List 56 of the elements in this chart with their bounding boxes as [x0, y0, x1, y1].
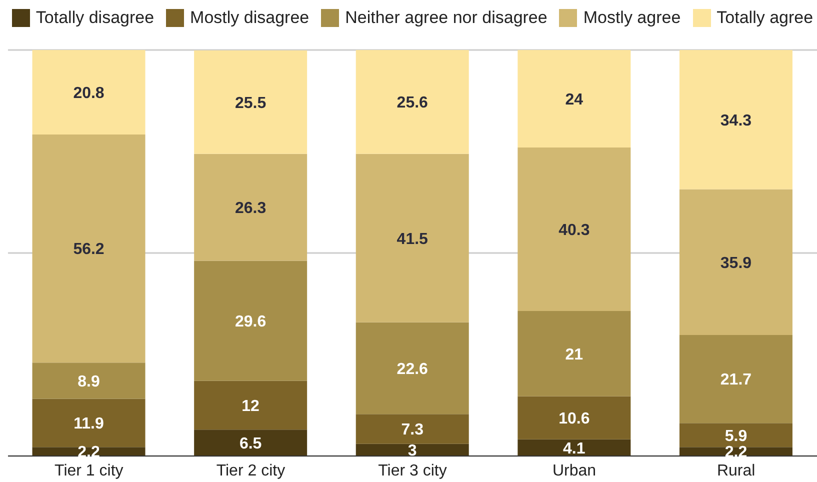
data-label: 25.6 — [396, 94, 428, 112]
data-label: 5.9 — [724, 428, 748, 445]
data-label: 12 — [242, 398, 260, 415]
bar — [356, 414, 469, 444]
bar — [679, 50, 792, 190]
bar — [194, 380, 308, 430]
bar — [356, 154, 469, 322]
data-label: 56.2 — [73, 241, 104, 258]
x-tick-label: Tier 3 city — [378, 462, 447, 480]
legend-label: Mostly agree — [582, 8, 681, 28]
x-tick-label: Urban — [552, 462, 596, 480]
x-tick-label: Tier 2 city — [216, 462, 286, 480]
legend-label: Mostly disagree — [189, 8, 310, 28]
legend-label: Totally disagree — [34, 8, 154, 28]
bar — [356, 444, 469, 456]
data-label: 35.9 — [720, 254, 752, 272]
data-label: 7.3 — [401, 422, 424, 439]
data-label: 4.1 — [563, 440, 586, 458]
bar — [194, 430, 308, 456]
data-label: 26.3 — [235, 200, 266, 218]
data-label: 41.5 — [396, 230, 428, 248]
x-tick-label: Rural — [716, 462, 756, 480]
data-label: 21.7 — [720, 372, 752, 389]
data-label: 40.3 — [558, 222, 590, 239]
x-tick-label: Tier 1 city — [54, 462, 124, 480]
legend-label: Totally agree — [716, 8, 814, 28]
data-label: 11.9 — [74, 416, 104, 433]
data-label: 3 — [408, 442, 417, 460]
data-label: 20.8 — [73, 84, 104, 102]
bar — [679, 189, 792, 336]
bar — [518, 311, 631, 396]
data-label: 25.5 — [235, 94, 266, 112]
legend-label: Neither agree nor disagree — [344, 8, 548, 28]
bar — [356, 50, 469, 154]
data-label: 8.9 — [78, 373, 100, 390]
bar — [518, 439, 631, 456]
bar — [679, 335, 792, 424]
bar — [32, 134, 146, 363]
data-label: 34.3 — [720, 112, 752, 130]
data-label: 24 — [565, 91, 584, 108]
data-label: 10.6 — [558, 410, 590, 428]
data-label: 22.6 — [396, 360, 428, 378]
bar — [32, 398, 146, 448]
bar — [194, 260, 308, 381]
bar — [32, 50, 146, 134]
data-label: 21 — [565, 346, 584, 364]
bar — [194, 50, 308, 154]
bar — [518, 147, 631, 312]
bar — [679, 423, 792, 448]
data-label: 6.5 — [239, 435, 262, 452]
bar — [518, 396, 631, 440]
bar — [32, 362, 146, 399]
bar — [356, 322, 469, 414]
bar — [194, 154, 308, 261]
data-label: 29.6 — [235, 313, 266, 330]
bar — [518, 50, 631, 148]
